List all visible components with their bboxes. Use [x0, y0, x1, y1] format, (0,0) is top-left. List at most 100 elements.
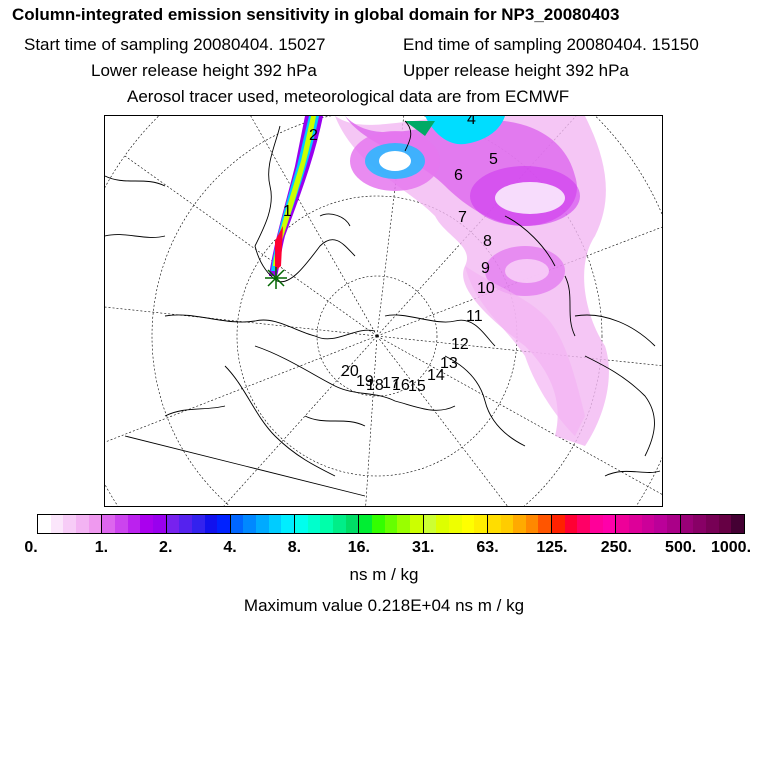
- colorbar-swatch: [114, 515, 128, 533]
- colorbar-segment: [295, 515, 360, 533]
- meridian-line: [223, 335, 378, 506]
- colorbar-tick-label: 500.: [665, 539, 697, 556]
- colorbar-segment: [552, 515, 617, 533]
- colorbar-swatch: [590, 515, 603, 533]
- colorbar-segment: [166, 515, 231, 533]
- colorbar-swatch: [268, 515, 282, 533]
- colorbar-swatch: [577, 515, 591, 533]
- colorbar-swatch: [88, 515, 102, 533]
- colorbar-swatch: [359, 515, 372, 533]
- colorbar-segment: [102, 515, 167, 533]
- meridian-line: [105, 335, 378, 443]
- colorbar-swatch: [538, 515, 552, 533]
- colorbar-segment: [680, 515, 744, 533]
- trajectory-label: 1: [283, 203, 292, 220]
- colorbar-segment: [423, 515, 488, 533]
- colorbar-swatch: [127, 515, 141, 533]
- colorbar-swatch: [333, 515, 346, 533]
- meridian-line: [365, 335, 378, 506]
- colorbar-swatch: [409, 515, 423, 533]
- colorbar-tick-label: 63.: [476, 539, 499, 556]
- colorbar-tick-label: 0.: [24, 539, 38, 556]
- colorbar-swatch: [500, 515, 514, 533]
- colorbar-swatch: [461, 515, 475, 533]
- trajectory-label: 19: [356, 373, 374, 390]
- colorbar-swatch: [75, 515, 89, 533]
- meridian-line: [376, 335, 662, 495]
- colorbar-tick-label: 8.: [287, 539, 302, 556]
- colorbar-swatch: [191, 515, 205, 533]
- colorbar-swatch: [629, 515, 642, 533]
- colorbar-swatch: [667, 515, 680, 533]
- colorbar-tick-label: 250.: [600, 539, 632, 556]
- trajectory-label: 8: [483, 233, 492, 250]
- colorbar-segment: [487, 515, 553, 533]
- colorbar-swatch: [487, 515, 501, 533]
- colorbar-swatch: [38, 515, 51, 533]
- colorbar-segment: [616, 515, 681, 533]
- tracer-info-label: Aerosol tracer used, meteorological data…: [127, 87, 570, 106]
- trajectory-label: 15: [408, 378, 426, 395]
- trajectory-labels: 1 2 4 5 6 7 8 9 10 11 12 13 14 15 16 17 …: [283, 116, 498, 395]
- trajectory-label: 20: [341, 363, 359, 380]
- colorbar-units-label: ns m / kg: [349, 565, 419, 584]
- trajectory-label: 18: [366, 377, 384, 394]
- colorbar-swatch: [102, 515, 115, 533]
- colorbar-swatch: [718, 515, 732, 533]
- trajectory-label: 11: [466, 308, 483, 325]
- colorbar-swatch: [654, 515, 668, 533]
- max-value-label: Maximum value 0.218E+04 ns m / kg: [243, 596, 525, 615]
- colorbar-swatch: [217, 515, 230, 533]
- colorbar-swatch: [320, 515, 334, 533]
- colorbar-swatch: [281, 515, 295, 533]
- colorbar-swatch: [307, 515, 321, 533]
- lower-release-height-label: Lower release height 392 hPa: [91, 61, 317, 80]
- release-point-marker: [265, 267, 287, 289]
- meridian-line: [376, 226, 662, 337]
- meridian-line: [124, 155, 378, 337]
- trajectory-label: 5: [489, 151, 498, 168]
- trajectory-label: 14: [427, 367, 445, 384]
- colorbar-swatch: [140, 515, 153, 533]
- start-time-label: Start time of sampling 20080404. 15027: [24, 35, 326, 54]
- colorbar-segment: [359, 515, 424, 533]
- colorbar-swatch: [371, 515, 385, 533]
- latitude-circle: [316, 275, 438, 397]
- trajectory-label: 9: [481, 260, 490, 277]
- trajectory-label: 17: [382, 375, 400, 392]
- end-time-label: End time of sampling 20080404. 15150: [403, 35, 699, 54]
- colorbar-segment: [38, 515, 103, 533]
- colorbar-swatch: [423, 515, 437, 533]
- colorbar-swatch: [345, 515, 359, 533]
- colorbar-swatch: [680, 515, 694, 533]
- trajectory-label: 13: [440, 355, 458, 372]
- trajectory-label: 7: [458, 209, 467, 226]
- colorbar-swatch: [384, 515, 398, 533]
- colorbar-tick-label: 125.: [536, 539, 568, 556]
- trajectory-label: 6: [454, 167, 463, 184]
- latitude-circle: [151, 116, 603, 506]
- colorbar-swatch: [525, 515, 539, 533]
- colorbar-swatch: [397, 515, 410, 533]
- colorbar-swatch: [152, 515, 166, 533]
- colorbar-swatch: [513, 515, 526, 533]
- colorbar-swatch: [705, 515, 719, 533]
- colorbar-swatch: [436, 515, 449, 533]
- colorbar-swatch: [230, 515, 244, 533]
- colorbar-tick-label: 1000.: [710, 539, 752, 556]
- colorbar-tick-label: 2.: [159, 539, 173, 556]
- meridian-line: [376, 335, 508, 506]
- meridian-line: [376, 335, 662, 366]
- colorbar-tick-label: 4.: [223, 539, 237, 556]
- colorbar-swatch: [63, 515, 76, 533]
- colorbar-swatch: [693, 515, 706, 533]
- map-canvas: 1 2 4 5 6 7 8 9 10 11 12 13 14 15 16 17 …: [105, 116, 662, 506]
- trajectory-label: 16: [392, 377, 410, 394]
- coastlines: [105, 120, 661, 497]
- colorbar-swatch: [616, 515, 630, 533]
- trajectory-label: 2: [309, 127, 318, 144]
- colorbar-swatch: [641, 515, 655, 533]
- colorbar-swatch: [243, 515, 257, 533]
- upper-release-height-label: Upper release height 392 hPa: [403, 61, 629, 80]
- colorbar-tick-label: 31.: [412, 539, 435, 556]
